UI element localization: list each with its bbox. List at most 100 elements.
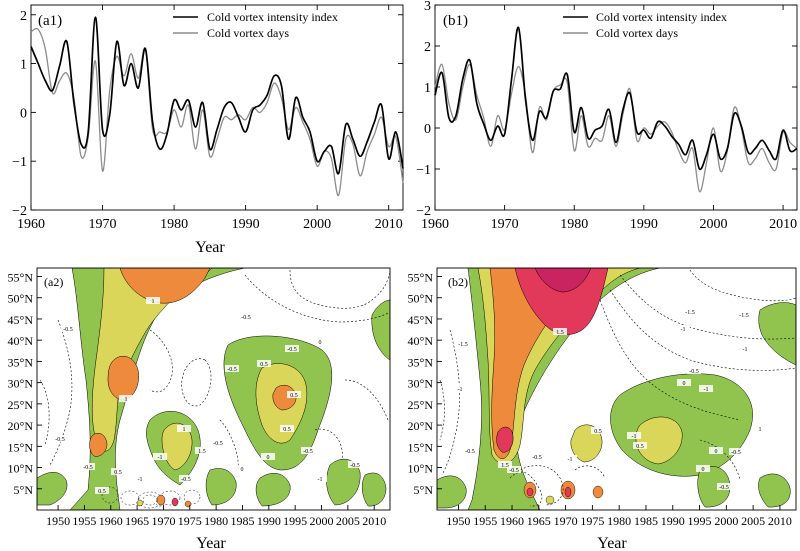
contour-label: 0: [702, 467, 705, 473]
contour-label: -0.5: [241, 315, 251, 321]
contour-label-bg: [633, 442, 647, 449]
contour-label: 1.5: [501, 463, 509, 469]
contour-label-bg: [280, 425, 294, 432]
legend-a1: Cold vortex intensity index Cold vortex …: [173, 10, 338, 40]
contour-label: -0.5: [83, 465, 93, 471]
y-tick-label: 50°N: [8, 292, 34, 306]
series-line-cold-vortex-intensity-index: [30, 16, 404, 175]
x-tick-label: 1970: [89, 217, 117, 232]
x-tick-label: 1990: [661, 514, 685, 528]
contour-label: 0.5: [98, 489, 106, 495]
x-tick-label: 1980: [204, 514, 228, 528]
contour-label-bg: [313, 475, 327, 482]
contour-label: -1.5: [685, 310, 695, 316]
contour-label-bg: [709, 447, 723, 454]
x-axis-title-b2: Year: [597, 535, 627, 551]
contour-label: -1: [704, 387, 709, 393]
x-tick-label: 1990: [630, 217, 658, 232]
x-tick-label: 1960: [99, 514, 123, 528]
x-tick-label: 2005: [336, 514, 360, 528]
contour-label-bg: [95, 487, 109, 494]
y-tick-label: 1: [20, 58, 27, 73]
contour-fill-b2-level3: [489, 268, 601, 459]
contour-label: -1: [568, 457, 573, 463]
x-tick-label: 2000: [699, 217, 727, 232]
contour-label: -1.5: [739, 313, 749, 319]
contour-label-bg: [717, 483, 731, 490]
x-tick-label: 1965: [527, 514, 551, 528]
x-tick-label: 1990: [232, 217, 260, 232]
contour-label: -0.5: [731, 450, 741, 456]
contour-negative-lines-b2: [439, 269, 796, 507]
y-tick-label: 55°N: [408, 270, 434, 284]
contour-label: -0.5: [465, 449, 475, 455]
contour-label-bg: [463, 447, 477, 454]
contour-label-bg: [61, 325, 75, 332]
y-tick-label: 55°N: [8, 270, 34, 284]
contour-fill-b2-level4b: [496, 426, 514, 453]
legend-label-days: Cold vortex days: [207, 26, 289, 40]
contour-label-bg: [453, 385, 467, 392]
panel-a2: -0.5 -0.5 0.5 1 1 -0.5 0 0.5 1 -0.5 -1 -0.5 0 -0.5 0.5…: [8, 267, 391, 551]
y-tick-label: 45°N: [8, 313, 34, 327]
contour-label: -0.5: [532, 455, 542, 461]
contour-label: 1: [152, 299, 155, 305]
x-tick-label: 2005: [741, 514, 765, 528]
x-tick-label: 1985: [230, 514, 254, 528]
y-tick-label: 2: [424, 40, 431, 55]
contour-label-bg: [553, 328, 567, 335]
contour-label: 0.5: [283, 427, 291, 433]
x-tick-label: 1970: [554, 514, 578, 528]
y-tick-label: 0: [20, 106, 27, 121]
contour-fill-b2-level1c: [758, 302, 796, 366]
contour-small-fills-a2: [136, 494, 192, 508]
y-tick-label: 20°N: [408, 419, 434, 433]
y-tick-label: 30°N: [408, 377, 434, 391]
contour-label-bg: [119, 395, 133, 402]
contour-label: -0.5: [350, 463, 360, 469]
contour-label: 0: [267, 455, 270, 461]
contour-label-bg: [301, 447, 315, 454]
plot-frame-b2: [436, 267, 797, 511]
y-tick-label: 15°N: [8, 440, 34, 454]
contour-label: -1: [158, 455, 163, 461]
contour-label-bg: [530, 453, 544, 460]
contour-label: -1: [318, 477, 323, 483]
x-tick-label: 1980: [607, 514, 631, 528]
contour-label-bg: [507, 466, 521, 473]
contour-fill-b2-level2c: [570, 424, 603, 463]
contour-field-a2: [37, 268, 390, 510]
x-tick-label: 2000: [310, 514, 334, 528]
contour-label-bg: [699, 385, 713, 392]
x-tick-label: 1950: [46, 514, 70, 528]
contour-label-bg: [738, 345, 752, 352]
legend-label-days-b1: Cold vortex days: [596, 26, 678, 40]
contour-label-bg: [348, 461, 362, 468]
contour-label-bg: [677, 379, 691, 386]
contour-label: 0.5: [290, 393, 298, 399]
x-tick-label: 1975: [580, 514, 604, 528]
contour-label-bg: [676, 325, 690, 332]
x-tick-label: 1990: [257, 514, 281, 528]
y-tick-label: 45°N: [408, 313, 434, 327]
x-tick-label: 1960: [421, 217, 449, 232]
contour-label: -0.5: [55, 437, 65, 443]
y-tick-label: 25°N: [8, 398, 34, 412]
contour-label: -1.5: [458, 342, 468, 348]
x-tick-label: 1965: [125, 514, 149, 528]
contour-label: 1: [125, 397, 128, 403]
y-tick-label: 20°N: [8, 419, 34, 433]
contour-label-bg: [133, 475, 147, 482]
x-tick-label: 1955: [72, 514, 96, 528]
contour-label-bg: [753, 425, 767, 432]
contour-fill-a2-level3: [119, 268, 211, 304]
y-tick-label: 2: [20, 9, 27, 24]
y-tick-label: 10°N: [408, 462, 434, 476]
x-tick-label: 1960: [17, 217, 45, 232]
contour-label-bg: [211, 439, 225, 446]
contour-field-b2: [437, 268, 796, 510]
contour-label: -1: [681, 327, 686, 333]
contour-fill-a2-level1d: [371, 299, 390, 361]
y-tick-label: −1: [12, 155, 27, 170]
